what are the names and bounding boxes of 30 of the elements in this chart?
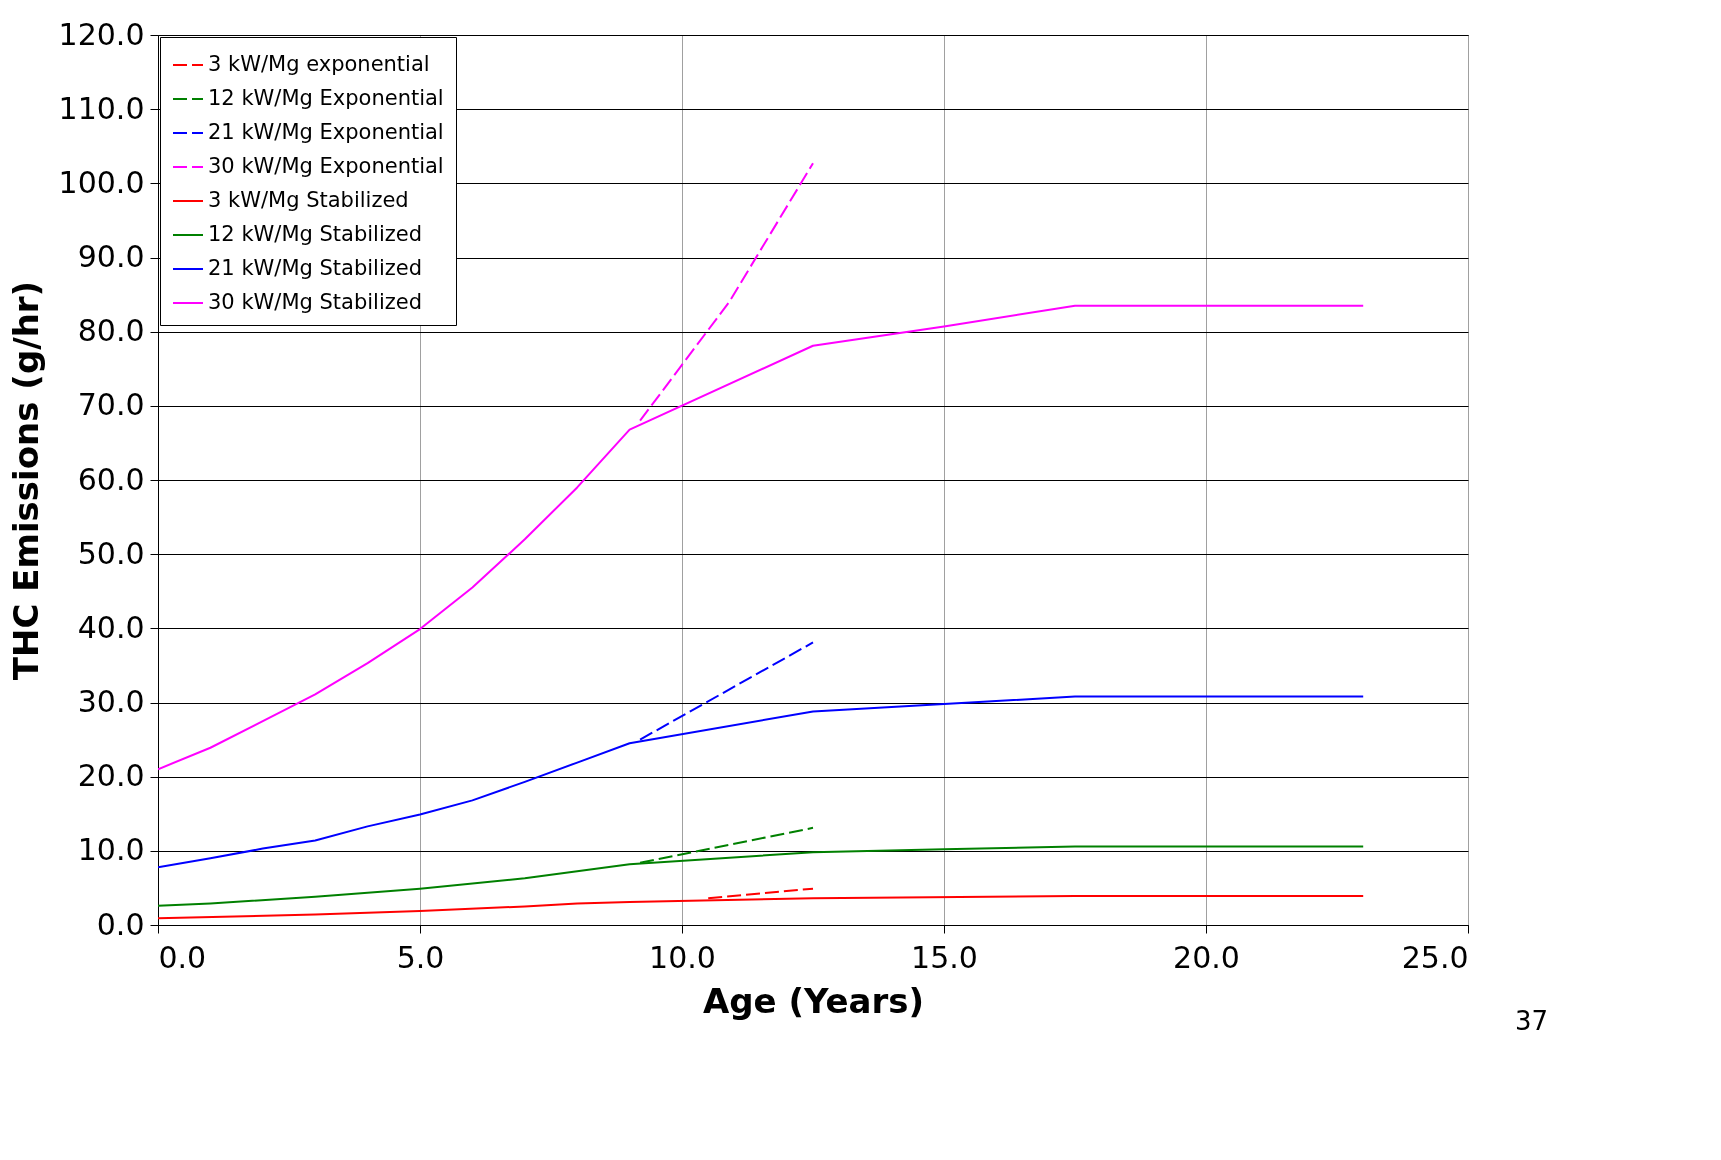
y-tick-label: 90.0 [77, 239, 145, 274]
x-tick-label: 20.0 [1173, 939, 1240, 975]
legend-label: 12 kW/Mg Stabilized [208, 222, 423, 246]
x-tick-label: 5.0 [396, 939, 445, 975]
y-tick-label: 60.0 [77, 461, 145, 497]
legend-label: 30 kW/Mg Stabilized [208, 290, 423, 314]
legend-label: 21 kW/Mg Stabilized [208, 256, 423, 280]
y-tick-label: 0.0 [96, 906, 145, 942]
x-tick-label: 15.0 [911, 939, 978, 975]
legend-label: 30 kW/Mg Exponential [208, 154, 444, 178]
x-axis-title: Age (Years) [702, 980, 925, 1021]
text: 37 [1514, 1006, 1548, 1036]
legend-label: 3 kW/Mg exponential [208, 52, 430, 76]
x-tick-label: 0.0 [158, 939, 207, 975]
y-tick-label: 50.0 [77, 535, 145, 571]
x-tick-label: 10.0 [649, 939, 716, 975]
y-tick-label: 20.0 [77, 758, 145, 794]
y-tick-label: 70.0 [77, 387, 145, 423]
y-tick-label: 120.0 [58, 16, 145, 52]
legend-label: 12 kW/Mg Exponential [208, 86, 444, 110]
legend-label: 21 kW/Mg Exponential [208, 120, 444, 144]
y-tick-label: 100.0 [58, 164, 145, 200]
x-tick-label: 25.0 [1401, 939, 1469, 975]
legend-label: 3 kW/Mg Stabilized [208, 188, 409, 212]
y-tick-label: 80.0 [77, 313, 145, 349]
y-tick-label: 10.0 [77, 832, 145, 868]
y-axis-title: THC Emissions (g/hr) [5, 280, 46, 681]
y-tick-label: 30.0 [77, 684, 145, 719]
y-tick-label: 110.0 [58, 90, 145, 126]
y-tick-label: 40.0 [77, 609, 145, 645]
